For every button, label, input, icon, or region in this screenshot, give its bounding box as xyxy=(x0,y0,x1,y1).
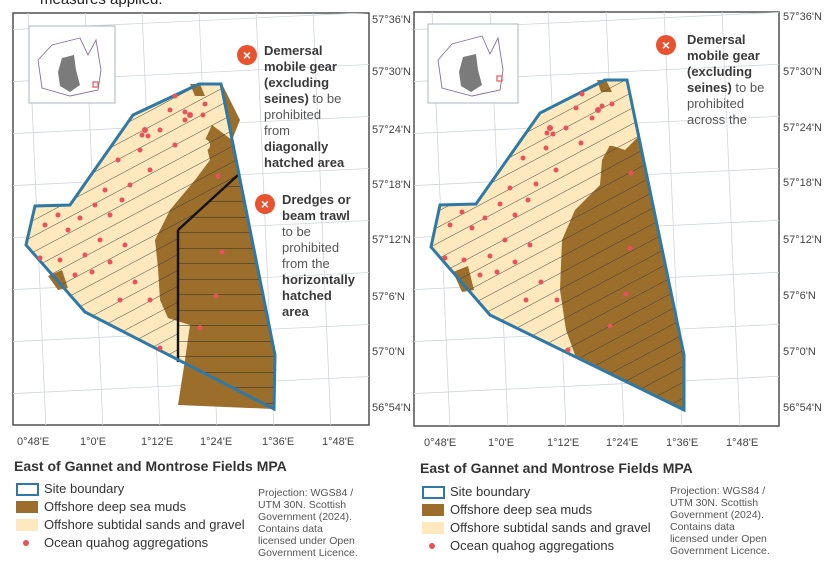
right-lat-labels: 57°36'N 57°30'N 57°24'N 57°18'N 57°12'N … xyxy=(783,11,822,414)
left-legend: Site boundary Offshore deep sea muds Off… xyxy=(14,480,245,552)
right-legend: Site boundary Offshore deep sea muds Off… xyxy=(420,483,651,555)
prohibit-icon: × xyxy=(255,194,275,214)
right-projection-note: Projection: WGS84 /UTM 30N. Scottish Gove… xyxy=(670,485,770,557)
prohibit-icon: × xyxy=(237,45,257,65)
left-horizontal-hatch xyxy=(178,175,275,409)
boundary-swatch xyxy=(422,486,445,499)
left-hatch-divider xyxy=(177,174,239,231)
prohibit-icon: × xyxy=(656,35,676,55)
svg-text:57°30'N: 57°30'N xyxy=(783,66,822,78)
right-quahog-points xyxy=(442,91,634,353)
svg-text:56°54'N: 56°54'N xyxy=(372,402,411,414)
svg-text:1°36'E: 1°36'E xyxy=(666,437,698,449)
svg-text:57°6'N: 57°6'N xyxy=(372,291,405,303)
svg-text:57°36'N: 57°36'N xyxy=(783,11,822,23)
left-map-title: East of Gannet and Montrose Fields MPA xyxy=(14,458,287,474)
left-annotation-demersal: Demersal mobile gear (excluding seines) … xyxy=(264,43,345,170)
svg-text:1°48'E: 1°48'E xyxy=(726,437,758,449)
svg-text:57°0'N: 57°0'N xyxy=(783,346,816,358)
right-diagonal-hatch xyxy=(431,80,684,410)
mud-swatch xyxy=(422,504,444,516)
legend-ocean-quahog: Ocean quahog aggregations xyxy=(14,534,245,552)
svg-text:1°24'E: 1°24'E xyxy=(606,437,638,449)
svg-text:57°36'N: 57°36'N xyxy=(372,14,411,26)
left-projection-note: Projection: WGS84 /UTM 30N. Scottish Gove… xyxy=(258,487,358,559)
legend-deep-sea-muds: Offshore deep sea muds xyxy=(420,501,651,519)
svg-text:57°18'N: 57°18'N xyxy=(372,179,411,191)
left-lat-labels: 57°36'N 57°30'N 57°24'N 57°18'N 57°12'N … xyxy=(372,14,411,414)
left-map-panel: 57°36'N 57°30'N 57°24'N 57°18'N 57°12'N … xyxy=(12,12,411,448)
svg-text:0°48'E: 0°48'E xyxy=(17,436,49,448)
svg-text:1°48'E: 1°48'E xyxy=(322,436,354,448)
svg-text:1°12'E: 1°12'E xyxy=(547,437,579,449)
quahog-swatch xyxy=(23,540,29,546)
left-diagonal-hatch xyxy=(26,84,238,360)
svg-text:57°18'N: 57°18'N xyxy=(783,177,822,189)
svg-text:57°30'N: 57°30'N xyxy=(372,66,411,78)
legend-site-boundary: Site boundary xyxy=(14,480,245,498)
svg-text:57°12'N: 57°12'N xyxy=(372,234,411,246)
legend-sands-gravel: Offshore subtidal sands and gravel xyxy=(14,516,245,534)
sand-swatch xyxy=(422,522,444,534)
legend-site-boundary: Site boundary xyxy=(420,483,651,501)
quahog-swatch xyxy=(429,543,435,549)
mud-swatch xyxy=(16,501,38,513)
svg-text:1°36'E: 1°36'E xyxy=(262,436,294,448)
svg-text:57°24'N: 57°24'N xyxy=(783,122,822,134)
top-caption: measures applied. xyxy=(40,0,163,8)
boundary-swatch xyxy=(16,483,39,496)
right-annotation-demersal: Demersal mobile gear (excluding seines) … xyxy=(687,32,765,127)
svg-text:1°12'E: 1°12'E xyxy=(141,436,173,448)
legend-deep-sea-muds: Offshore deep sea muds xyxy=(14,498,245,516)
left-site-boundary xyxy=(24,82,277,412)
left-annotation-dredges: Dredges or beam trawl to be prohibited f… xyxy=(282,192,355,319)
sand-swatch xyxy=(16,519,38,531)
svg-text:57°12'N: 57°12'N xyxy=(783,234,822,246)
svg-text:57°24'N: 57°24'N xyxy=(372,124,411,136)
svg-text:1°0'E: 1°0'E xyxy=(488,437,514,449)
right-map-panel: 57°36'N 57°30'N 57°24'N 57°18'N 57°12'N … xyxy=(413,11,822,449)
svg-text:57°0'N: 57°0'N xyxy=(372,346,405,358)
right-site-boundary xyxy=(429,78,686,413)
left-quahog-points xyxy=(37,93,225,351)
svg-text:1°0'E: 1°0'E xyxy=(80,436,106,448)
legend-sands-gravel: Offshore subtidal sands and gravel xyxy=(420,519,651,537)
left-lon-labels: 0°48'E 1°0'E 1°12'E 1°24'E 1°36'E 1°48'E xyxy=(17,436,354,448)
svg-text:57°6'N: 57°6'N xyxy=(783,290,816,302)
svg-text:56°54'N: 56°54'N xyxy=(783,402,822,414)
right-map-title: East of Gannet and Montrose Fields MPA xyxy=(420,460,693,476)
svg-text:1°24'E: 1°24'E xyxy=(200,436,232,448)
right-inset-map xyxy=(427,23,519,104)
right-lon-labels: 0°48'E 1°0'E 1°12'E 1°24'E 1°36'E 1°48'E xyxy=(424,437,758,449)
legend-ocean-quahog: Ocean quahog aggregations xyxy=(420,537,651,555)
svg-text:0°48'E: 0°48'E xyxy=(424,437,456,449)
left-inset-map xyxy=(28,25,116,104)
